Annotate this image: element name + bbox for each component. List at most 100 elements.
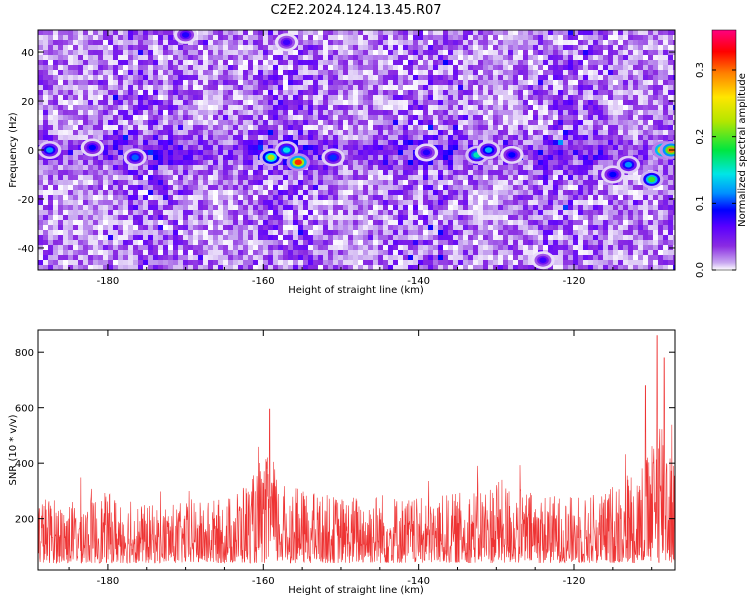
heatmap-cell [193, 120, 199, 126]
heatmap-cell [233, 95, 239, 101]
heatmap-cell [273, 30, 279, 36]
heatmap-cell [393, 75, 399, 81]
heatmap-cell [553, 110, 559, 116]
heatmap-cell [413, 135, 419, 141]
heatmap-cell [328, 130, 334, 136]
heatmap-cell [533, 175, 539, 181]
heatmap-cell [548, 30, 554, 36]
heatmap-cell [138, 120, 144, 126]
heatmap-cell [438, 205, 444, 211]
heatmap-cell [593, 125, 599, 131]
heatmap-cell [523, 75, 529, 81]
heatmap-cell [48, 135, 54, 141]
heatmap-cell [183, 150, 189, 156]
heatmap-cell [578, 95, 584, 101]
heatmap-cell [553, 185, 559, 191]
heatmap-cell [408, 55, 414, 61]
heatmap-cell [348, 150, 354, 156]
heatmap-cell [218, 75, 224, 81]
heatmap-cell [88, 90, 94, 96]
heatmap-cell [628, 110, 634, 116]
heatmap-cell [623, 125, 629, 131]
heatmap-cell [233, 70, 239, 76]
heatmap-cell [173, 75, 179, 81]
heatmap-cell [518, 105, 524, 111]
heatmap-cell [378, 215, 384, 221]
heatmap-cell [118, 50, 124, 56]
heatmap-cell [453, 115, 459, 121]
heatmap-cell [118, 75, 124, 81]
heatmap-cell [283, 135, 289, 141]
heatmap-cell [268, 100, 274, 106]
heatmap-cell [548, 105, 554, 111]
heatmap-cell [403, 45, 409, 51]
heatmap-cell [118, 140, 124, 146]
heatmap-cell [48, 120, 54, 126]
heatmap-cell [38, 130, 44, 136]
heatmap-cell [248, 180, 254, 186]
heatmap-cell [53, 120, 59, 126]
heatmap-cell [423, 185, 429, 191]
heatmap-cell [453, 195, 459, 201]
heatmap-cell [583, 105, 589, 111]
heatmap-cell [173, 85, 179, 91]
heatmap-cell [608, 130, 614, 136]
heatmap-cell [73, 215, 79, 221]
heatmap-cell [633, 60, 639, 66]
heatmap-cell [648, 90, 654, 96]
heatmap-cell [648, 105, 654, 111]
heatmap-cell [188, 140, 194, 146]
heatmap-cell [58, 40, 64, 46]
heatmap-cell [583, 170, 589, 176]
heatmap-cell [173, 145, 179, 151]
heatmap-cell [153, 120, 159, 126]
heatmap-cell [563, 185, 569, 191]
heatmap-cell [298, 75, 304, 81]
heatmap-cell [283, 30, 289, 36]
heatmap-cell [208, 190, 214, 196]
heatmap-cell [223, 210, 229, 216]
heatmap-cell [353, 95, 359, 101]
heatmap-cell [508, 135, 514, 141]
heatmap-cell [93, 80, 99, 86]
heatmap-cell [303, 55, 309, 61]
heatmap-cell [53, 100, 59, 106]
heatmap-cell [203, 40, 209, 46]
heatmap-cell [163, 170, 169, 176]
heatmap-cell [538, 120, 544, 126]
heatmap-cell [633, 65, 639, 71]
heatmap-cell [128, 105, 134, 111]
heatmap-cell [488, 210, 494, 216]
heatmap-cell [363, 65, 369, 71]
heatmap-cell [513, 210, 519, 216]
heatmap-cell [263, 80, 269, 86]
heatmap-cell [383, 180, 389, 186]
heatmap-cell [188, 65, 194, 71]
heatmap-cell [253, 175, 259, 181]
heatmap-cell [178, 150, 184, 156]
heatmap-cell [103, 90, 109, 96]
heatmap-cell [508, 65, 514, 71]
heatmap-cell [88, 40, 94, 46]
heatmap-cell [558, 215, 564, 221]
heatmap-cell [103, 190, 109, 196]
heatmap-cell [598, 155, 604, 161]
heatmap-cell [268, 170, 274, 176]
heatmap-cell [658, 120, 664, 126]
heatmap-cell [538, 95, 544, 101]
heatmap-cell [78, 195, 84, 201]
heatmap-cell [453, 140, 459, 146]
heatmap-cell [583, 70, 589, 76]
heatmap-cell [423, 85, 429, 91]
heatmap-cell [558, 35, 564, 41]
heatmap-cell [48, 125, 54, 131]
heatmap-cell [78, 75, 84, 81]
heatmap-cell [238, 140, 244, 146]
heatmap-cell [668, 165, 674, 171]
heatmap-cell [138, 50, 144, 56]
heatmap-cell [228, 100, 234, 106]
heatmap-cell [78, 165, 84, 171]
heatmap-cell [218, 95, 224, 101]
heatmap-cell [493, 160, 499, 166]
heatmap-cell [668, 205, 674, 211]
